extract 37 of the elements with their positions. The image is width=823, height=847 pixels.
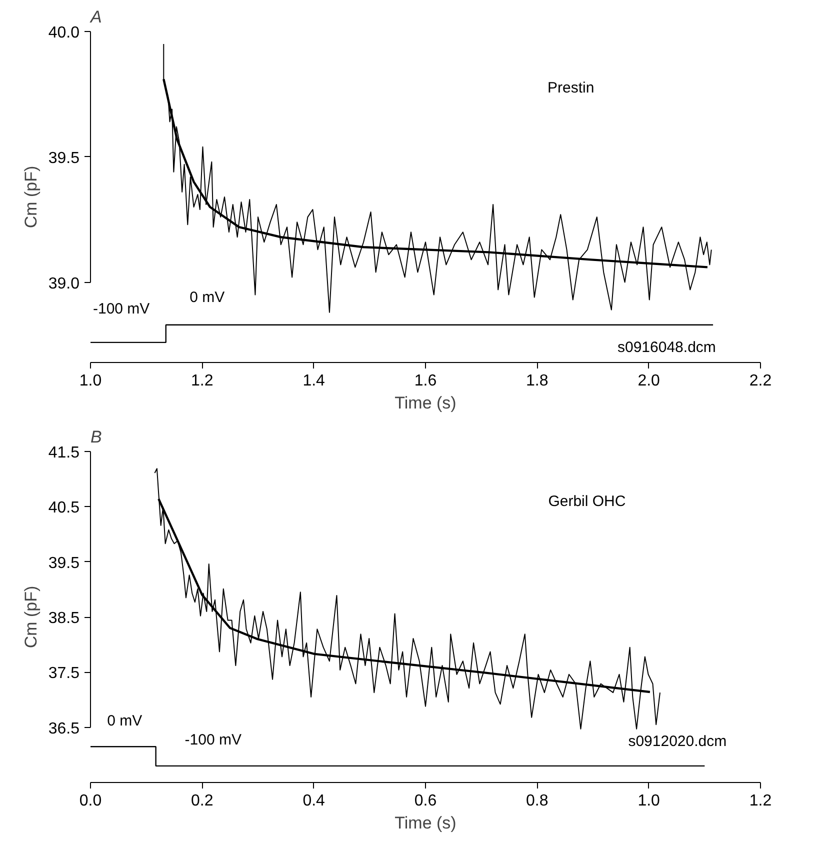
y-tick-label: 38.5 [48,610,80,627]
x-tick-label: 0.8 [526,792,548,810]
x-tick-label: 1.8 [526,372,548,390]
annotation: -100 mV [92,300,150,318]
x-tick-label: 0.4 [302,792,326,810]
x-tick-label: 2.2 [749,372,772,390]
y-tick-label: 37.5 [48,665,80,682]
annotation: -100 mV [184,731,242,748]
annotation: 0 mV [190,289,225,306]
x-tick-label: 1.0 [638,792,660,810]
x-tick-label: 2.0 [638,372,660,390]
x-axis-title: Time (s) [394,394,456,412]
y-tick-label: 40.5 [48,500,80,517]
y-axis-title: Cm (pF) [21,166,40,228]
x-tick-label: 0.2 [191,792,214,810]
y-tick-label: 39.5 [48,150,80,167]
y-tick-label: 40.0 [48,24,80,42]
y-tick-label: 41.5 [48,444,80,462]
y-tick-label: 36.5 [48,720,80,738]
annotation: Prestin [548,80,594,97]
annotation: 0 mV [107,712,142,730]
x-tick-label: 1.6 [414,372,437,390]
y-tick-label: 39.5 [48,554,80,572]
y-tick-label: 39.0 [48,275,80,292]
x-tick-label: 1.2 [191,372,214,390]
annotation: s0916048.dcm [618,338,716,356]
annotation: Gerbil OHC [548,493,626,510]
annotation: s0912020.dcm [628,733,727,750]
x-tick-label: 0.6 [414,792,437,810]
x-tick-label: 1.2 [749,792,772,810]
y-axis-title: Cm (pF) [21,586,40,648]
x-tick-label: 1.0 [79,372,102,390]
x-axis-title: Time (s) [394,814,456,832]
chart-title: A [90,8,102,26]
x-tick-label: 1.4 [302,372,326,390]
chart-title: B [90,428,102,446]
x-tick-label: 0.0 [79,792,102,810]
